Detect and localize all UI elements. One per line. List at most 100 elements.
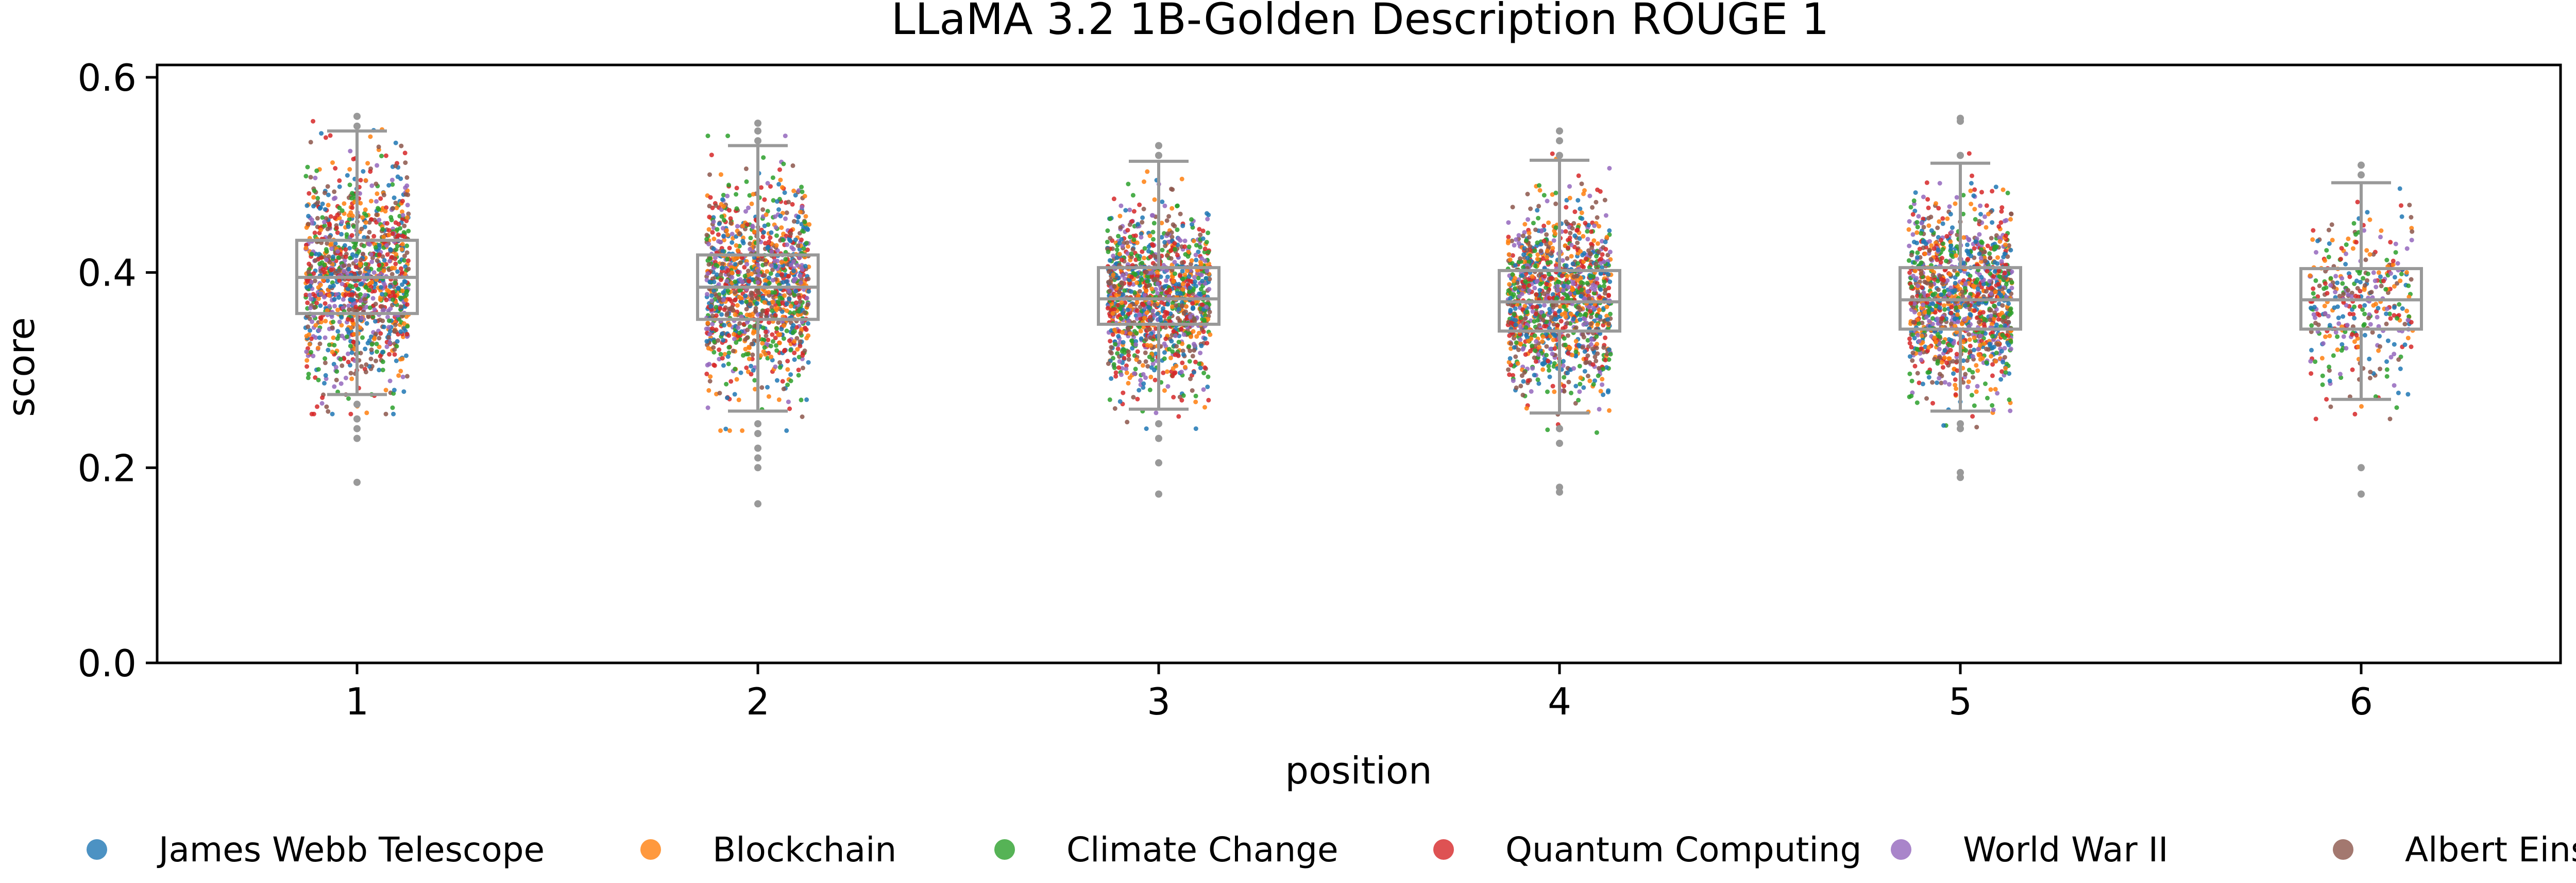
strip-point bbox=[1175, 291, 1180, 296]
strip-point bbox=[781, 387, 786, 391]
strip-point bbox=[320, 267, 326, 272]
strip-point bbox=[782, 190, 787, 195]
strip-point bbox=[777, 340, 782, 345]
strip-point bbox=[1569, 242, 1574, 247]
strip-point bbox=[756, 268, 761, 273]
strip-point bbox=[1573, 339, 1579, 344]
strip-point bbox=[796, 309, 801, 314]
strip-point bbox=[748, 302, 753, 307]
strip-point bbox=[363, 178, 368, 183]
strip-point bbox=[1193, 393, 1198, 398]
strip-point bbox=[1123, 314, 1128, 319]
strip-point bbox=[335, 249, 341, 254]
strip-point bbox=[1598, 314, 1603, 319]
strip-point bbox=[1176, 353, 1181, 358]
strip-point bbox=[341, 297, 346, 302]
strip-point bbox=[393, 140, 398, 145]
strip-point bbox=[1588, 314, 1594, 320]
strip-point bbox=[1200, 228, 1206, 234]
strip-point bbox=[1140, 277, 1144, 282]
strip-point bbox=[1182, 272, 1188, 277]
strip-point bbox=[1165, 274, 1170, 279]
strip-point bbox=[1151, 237, 1156, 242]
strip-point bbox=[321, 295, 327, 299]
strip-point bbox=[342, 356, 347, 361]
strip-point bbox=[394, 205, 399, 210]
strip-point bbox=[1551, 364, 1556, 369]
strip-point bbox=[1191, 288, 1196, 293]
strip-point bbox=[1179, 176, 1184, 181]
strip-point bbox=[725, 311, 730, 316]
strip-point bbox=[303, 174, 309, 179]
strip-point bbox=[1174, 303, 1179, 308]
strip-point bbox=[373, 302, 378, 307]
strip-point bbox=[1512, 345, 1517, 350]
strip-point bbox=[337, 268, 342, 273]
strip-point bbox=[1127, 207, 1132, 212]
strip-point bbox=[765, 181, 770, 186]
strip-point bbox=[327, 235, 332, 240]
strip-point bbox=[774, 326, 779, 331]
strip-point bbox=[1107, 397, 1112, 402]
strip-point bbox=[403, 192, 409, 197]
strip-point bbox=[1199, 302, 1205, 307]
strip-point bbox=[389, 265, 395, 271]
strip-point bbox=[1592, 378, 1597, 384]
strip-point bbox=[771, 198, 776, 203]
strip-point bbox=[1111, 196, 1116, 202]
strip-point bbox=[303, 292, 309, 297]
strip-point bbox=[368, 252, 374, 257]
strip-point bbox=[1192, 317, 1197, 322]
strip-point bbox=[799, 185, 804, 190]
strip-point bbox=[752, 378, 757, 383]
strip-point bbox=[375, 163, 380, 168]
strip-point bbox=[358, 292, 363, 297]
strip-point bbox=[1107, 289, 1112, 294]
strip-point bbox=[347, 246, 352, 251]
strip-point bbox=[1130, 346, 1135, 351]
strip-point bbox=[1563, 342, 1568, 347]
strip-point bbox=[1147, 354, 1152, 359]
strip-point bbox=[394, 252, 399, 257]
strip-point bbox=[773, 313, 778, 318]
strip-point bbox=[1189, 258, 1194, 263]
strip-point bbox=[788, 304, 793, 309]
strip-point bbox=[1170, 301, 1175, 306]
strip-point bbox=[1583, 221, 1588, 226]
strip-point bbox=[1170, 235, 1175, 240]
strip-point bbox=[335, 212, 340, 218]
strip-point bbox=[1523, 352, 1528, 357]
strip-point bbox=[727, 245, 732, 251]
strip-point bbox=[1151, 277, 1156, 282]
strip-point bbox=[1589, 229, 1594, 234]
strip-point bbox=[1536, 215, 1541, 221]
strip-point bbox=[1566, 280, 1571, 285]
strip-point bbox=[1527, 288, 1532, 293]
strip-point bbox=[320, 202, 325, 206]
strip-point bbox=[348, 148, 353, 154]
strip-point bbox=[1585, 280, 1590, 286]
strip-point bbox=[1164, 268, 1169, 273]
strip-point bbox=[1595, 241, 1600, 246]
strip-points bbox=[303, 119, 2415, 435]
strip-point bbox=[760, 235, 766, 240]
strip-point bbox=[740, 223, 745, 228]
strip-point bbox=[737, 330, 742, 336]
strip-point bbox=[374, 181, 379, 187]
strip-point bbox=[392, 195, 397, 201]
strip-point bbox=[318, 291, 324, 296]
strip-point bbox=[1187, 274, 1192, 279]
strip-point bbox=[769, 305, 774, 310]
strip-point bbox=[396, 286, 401, 291]
strip-point bbox=[1140, 363, 1145, 368]
strip-point bbox=[342, 243, 347, 248]
strip-point bbox=[360, 252, 365, 257]
strip-point bbox=[404, 331, 410, 337]
strip-point bbox=[1119, 280, 1124, 285]
strip-point bbox=[1542, 274, 1547, 279]
strip-point bbox=[307, 191, 312, 196]
strip-point bbox=[396, 222, 401, 227]
strip-point bbox=[339, 315, 344, 320]
strip-point bbox=[1523, 279, 1528, 284]
strip-point bbox=[1913, 190, 1918, 195]
